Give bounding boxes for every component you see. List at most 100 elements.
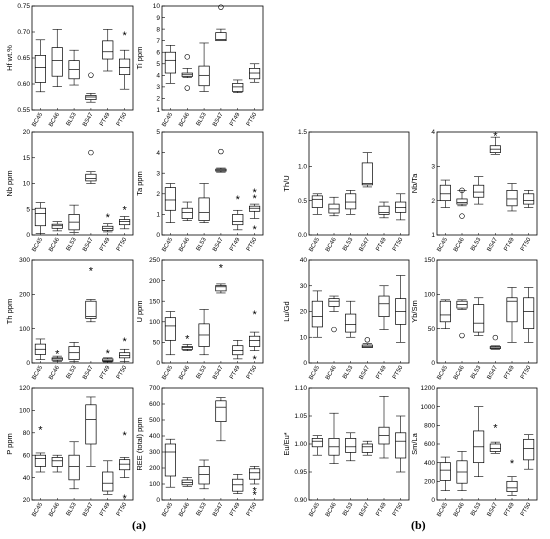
y-axis-label: Th/U — [282, 175, 291, 191]
outlier-star: * — [510, 458, 515, 470]
y-tick-label: 2 — [156, 191, 160, 198]
outlier-circle — [218, 4, 224, 10]
x-tick-label: BC45 — [436, 501, 449, 518]
box-iqr — [51, 223, 63, 229]
x-tick-label: BC45 — [31, 111, 44, 128]
outlier-star: * — [122, 430, 127, 442]
y-tick-label: 0 — [26, 360, 30, 367]
outlier-star: * — [252, 486, 257, 498]
box-iqr — [119, 219, 131, 226]
box-iqr — [51, 457, 63, 467]
plot-frame — [161, 5, 264, 111]
box-PT49 — [102, 460, 114, 495]
x-tick-label: BS47 — [82, 111, 95, 127]
y-tick-label: 300 — [149, 449, 160, 456]
x-tick-label: PT49 — [503, 236, 516, 252]
box-iqr — [523, 438, 535, 461]
x-tick-label: BS47 — [359, 501, 372, 517]
x-tick-label: BS47 — [212, 364, 225, 380]
box-BL53 — [198, 183, 210, 223]
box-iqr — [456, 198, 468, 205]
box-BS47 — [361, 337, 373, 348]
y-tick-label: 2 — [156, 96, 160, 103]
x-tick-label: BC45 — [31, 236, 44, 253]
x-tick-label: PT49 — [375, 501, 388, 517]
plot-frame — [436, 131, 538, 236]
x-tick-label: PT50 — [116, 111, 129, 127]
y-tick-label: 10 — [300, 334, 308, 341]
outlier-circle — [88, 72, 94, 78]
outlier-star: * — [89, 266, 94, 278]
y-tick-label: 20 — [23, 129, 31, 136]
x-tick-label: PT49 — [229, 111, 242, 127]
y-tick-label: 5 — [156, 129, 160, 136]
box-BC45 — [311, 193, 323, 215]
box-iqr — [85, 173, 97, 182]
x-tick-label: BC45 — [161, 111, 174, 128]
outlier-star: * — [252, 224, 257, 236]
box-iqr — [249, 335, 261, 347]
box-BC45 — [164, 44, 176, 84]
y-axis-label: Th ppm — [5, 299, 14, 324]
y-tick-label: 0.55 — [17, 107, 30, 114]
x-tick-label: BL53 — [66, 236, 79, 252]
box-iqr — [489, 443, 501, 452]
box-PT49 — [378, 285, 390, 330]
outlier-circle — [492, 334, 499, 341]
box-BL53 — [473, 176, 485, 205]
x-tick-label: PT50 — [520, 501, 533, 517]
box-iqr — [198, 466, 210, 485]
x-tick-label: BS47 — [82, 364, 95, 380]
y-tick-label: 3 — [431, 164, 435, 171]
y-tick-label: 3 — [156, 170, 160, 177]
y-tick-label: 120 — [19, 385, 30, 392]
x-tick-label: BC46 — [178, 111, 191, 128]
outlier-circle — [184, 85, 190, 91]
y-tick-label: 0 — [156, 232, 160, 239]
x-tick-label: BS47 — [487, 236, 500, 252]
x-tick-label: BL53 — [66, 501, 79, 517]
x-tick-label: BL53 — [66, 364, 79, 380]
x-tick-label: BC45 — [308, 364, 321, 381]
y-tick-label: 100 — [19, 408, 30, 415]
y-tick-label: 40 — [300, 257, 308, 264]
outlier-circle — [331, 326, 337, 333]
y-tick-label: 100 — [19, 326, 30, 333]
outlier-circle — [184, 54, 190, 60]
x-tick-label: BC46 — [178, 364, 191, 381]
box-BL53 — [68, 441, 80, 490]
box-BS47: * — [215, 263, 227, 294]
y-tick-label: 200 — [149, 465, 160, 472]
y-tick-label: 1 — [156, 107, 160, 114]
box-BC46 — [181, 54, 193, 91]
box-BC45 — [439, 299, 451, 329]
x-tick-label: PT49 — [375, 364, 388, 380]
box-PT49: * — [232, 194, 244, 231]
box-iqr — [311, 300, 323, 328]
plot-frame — [161, 259, 264, 364]
y-tick-label: 150 — [149, 298, 160, 305]
outlier-star: * — [55, 349, 60, 361]
boxplot-panel-12: 0 50 100 150 Yb/Sm BC45 BC46 BL53 BS47 PT49 PT50 — [410, 257, 538, 381]
box-BS47 — [489, 334, 501, 350]
box-BC46 — [51, 221, 63, 232]
box-iqr — [345, 193, 357, 210]
box-PT49: * — [506, 458, 518, 496]
y-tick-label: 1.05 — [294, 413, 307, 420]
box-iqr — [51, 47, 63, 77]
box-iqr — [249, 468, 261, 480]
x-tick-label: BL53 — [196, 111, 209, 127]
outlier-star: * — [252, 187, 257, 199]
box-iqr — [523, 297, 535, 330]
outlier-star: * — [252, 354, 257, 366]
box-BS47: * — [489, 422, 501, 454]
box-BC45 — [164, 438, 176, 488]
box-iqr — [378, 295, 390, 317]
box-PT49: * — [102, 212, 114, 233]
box-BS47: * — [85, 266, 97, 323]
box-iqr — [119, 459, 131, 471]
plot-frame — [31, 5, 134, 111]
x-tick-label: BL53 — [342, 501, 355, 517]
x-tick-label: PT49 — [99, 111, 112, 127]
y-tick-label: 100 — [149, 481, 160, 488]
